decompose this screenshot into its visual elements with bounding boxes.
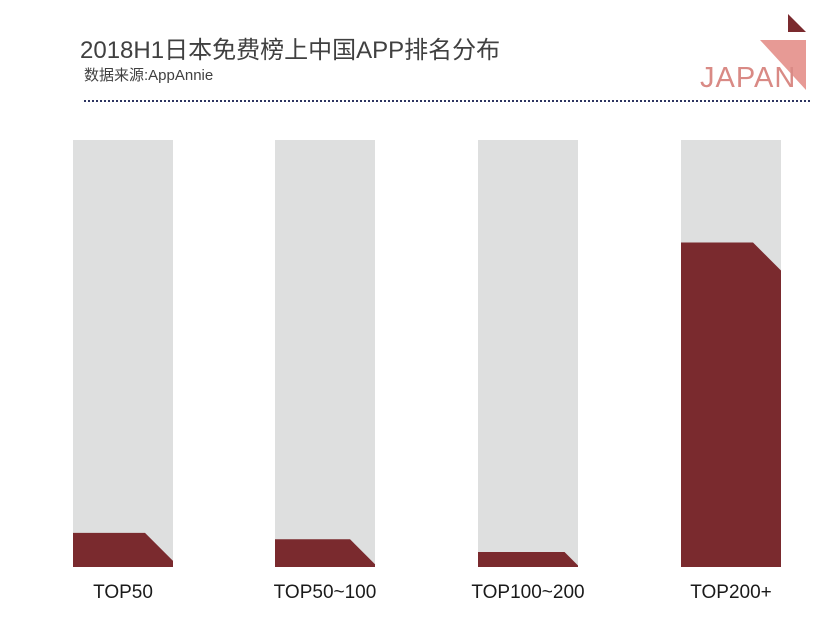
chart-title: 2018H1日本免费榜上中国APP排名分布 bbox=[80, 37, 501, 64]
bar-1 bbox=[73, 532, 173, 567]
bar-4 bbox=[681, 242, 781, 568]
x-tick-label: TOP100~200 bbox=[471, 582, 584, 603]
divider bbox=[84, 100, 810, 102]
bar-track-1 bbox=[73, 140, 173, 567]
data-source: 数据来源:AppAnnie bbox=[84, 67, 214, 84]
bar-track-3 bbox=[478, 140, 578, 567]
bar-track-2 bbox=[275, 140, 375, 567]
x-tick-label: TOP200+ bbox=[690, 582, 772, 603]
x-tick-label: TOP50 bbox=[93, 582, 153, 603]
bar-3 bbox=[478, 552, 578, 567]
logo-dark-triangle bbox=[788, 14, 806, 32]
bar-2 bbox=[275, 539, 375, 567]
region-label: JAPAN bbox=[700, 62, 797, 94]
logo-light-triangle bbox=[760, 40, 806, 90]
japan-flag-logo-icon bbox=[760, 14, 806, 90]
x-tick-label: TOP50~100 bbox=[274, 582, 377, 603]
